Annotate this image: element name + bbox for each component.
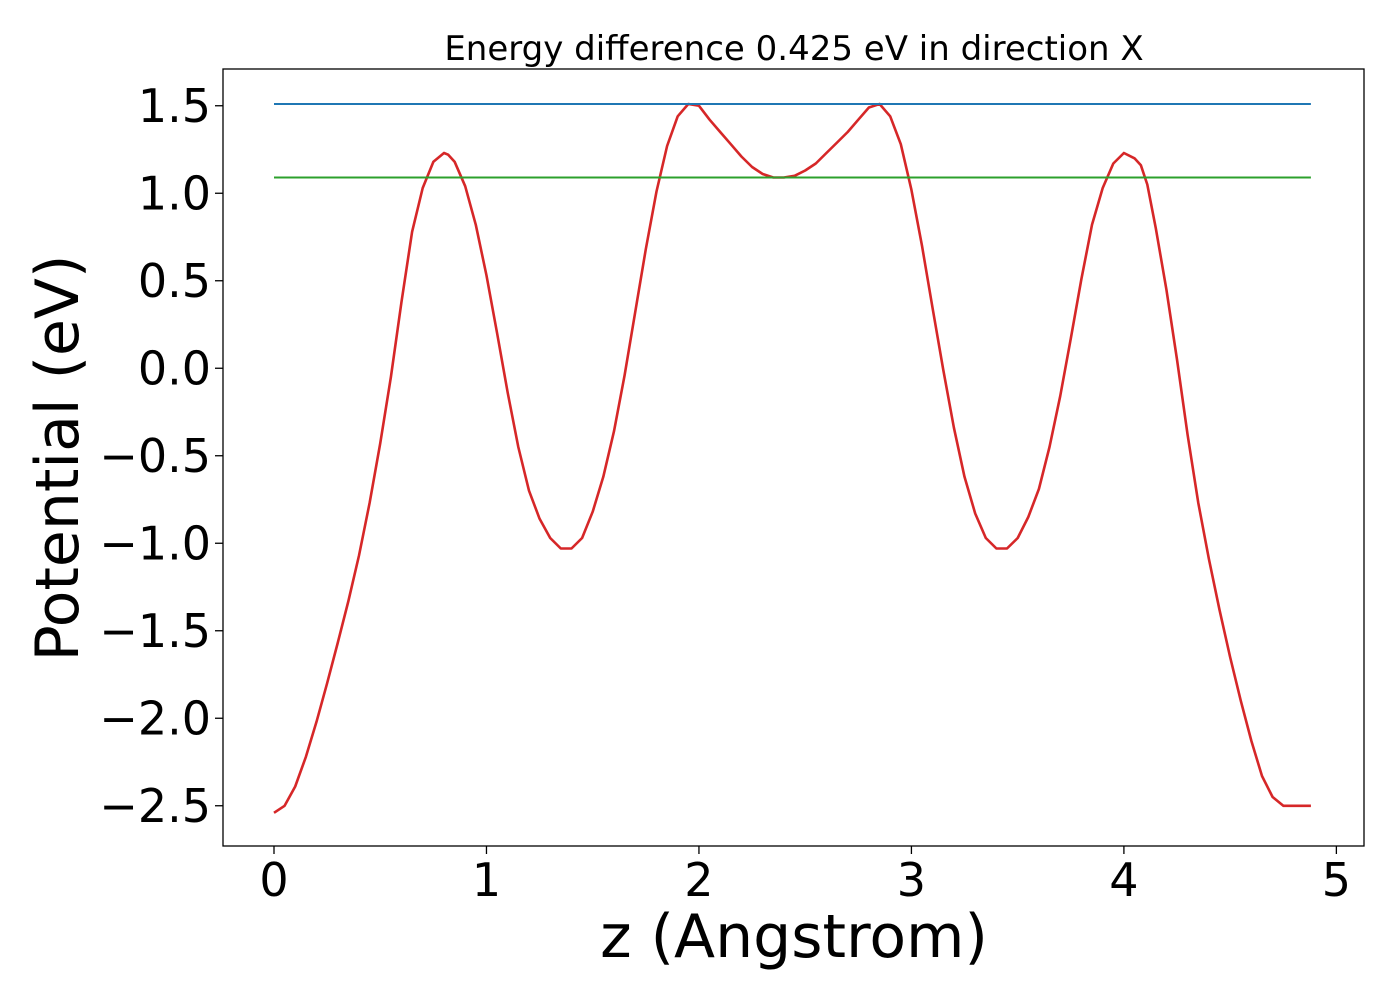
y-tick-label: 0.5 — [138, 254, 211, 308]
x-tick-label: 0 — [259, 853, 288, 907]
y-tick-label: −1.0 — [99, 516, 211, 570]
x-tick-label: 1 — [472, 853, 501, 907]
chart-title: Energy difference 0.425 eV in direction … — [444, 29, 1143, 69]
x-tick-label: 3 — [897, 853, 926, 907]
y-tick-label: −2.0 — [99, 691, 211, 745]
series-layer — [273, 102, 1311, 814]
x-axis: 0 1 2 3 4 5 — [259, 846, 1351, 907]
y-tick-label: −2.5 — [99, 779, 211, 833]
y-tick-label: −1.5 — [99, 604, 211, 658]
plot-frame — [222, 68, 1365, 847]
y-axis: −2.5 −2.0 −1.5 −1.0 −0.5 0.0 0.5 1.0 1.5 — [99, 79, 223, 833]
plot-area — [222, 68, 1365, 847]
y-tick-label: −0.5 — [99, 429, 211, 483]
y-tick-label: 0.0 — [138, 341, 211, 395]
x-tick-label: 2 — [684, 853, 713, 907]
x-axis-label: z (Angstrom) — [600, 902, 988, 972]
y-axis-label: Potential (eV) — [23, 255, 93, 662]
potential-curve — [273, 102, 1311, 814]
y-tick-label: 1.0 — [138, 166, 211, 220]
y-tick-label: 1.5 — [138, 79, 211, 133]
x-tick-label: 5 — [1322, 853, 1351, 907]
x-tick-label: 4 — [1109, 853, 1138, 907]
